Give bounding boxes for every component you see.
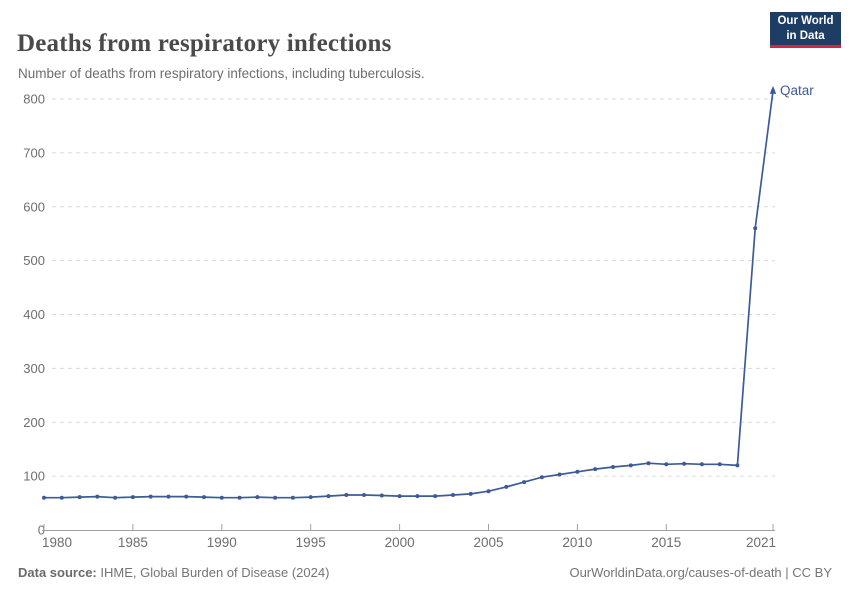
data-point-qatar-1980[interactable] <box>42 495 46 500</box>
data-point-qatar-2005[interactable] <box>486 489 491 494</box>
data-point-qatar-1995[interactable] <box>308 495 313 500</box>
data-point-qatar-1998[interactable] <box>362 493 366 497</box>
data-line-qatar[interactable] <box>44 90 774 499</box>
y-tick-label-300: 300 <box>23 361 45 376</box>
y-tick-label-800: 800 <box>23 92 45 107</box>
data-point-qatar-1991[interactable] <box>237 495 242 500</box>
data-point-qatar-1985[interactable] <box>130 495 135 500</box>
y-tick-label-0: 0 <box>38 523 45 538</box>
data-point-qatar-1997[interactable] <box>344 493 349 497</box>
x-tick-label-2005: 2005 <box>473 535 503 550</box>
x-tick-label-2015: 2015 <box>651 535 681 550</box>
data-point-qatar-2015[interactable] <box>664 462 669 467</box>
data-point-qatar-1992[interactable] <box>255 495 260 500</box>
owid-logo-line1: Our World <box>777 15 834 28</box>
x-tick-label-1995: 1995 <box>296 535 326 550</box>
data-source-note: Data source: IHME, Global Burden of Dise… <box>18 565 329 580</box>
data-point-qatar-2013[interactable] <box>628 463 633 468</box>
x-tick-label-2000: 2000 <box>385 535 415 550</box>
data-point-qatar-2003[interactable] <box>451 493 455 497</box>
y-tick-label-100: 100 <box>23 469 45 484</box>
page-subtitle: Number of deaths from respiratory infect… <box>18 65 425 81</box>
y-tick-label-400: 400 <box>23 307 45 322</box>
data-point-qatar-2019[interactable] <box>735 463 740 468</box>
data-point-qatar-2020[interactable] <box>753 226 758 231</box>
x-tick-label-1990: 1990 <box>207 535 237 550</box>
data-point-qatar-1988[interactable] <box>184 494 189 499</box>
data-point-qatar-2009[interactable] <box>557 472 562 477</box>
x-tick-label-1985: 1985 <box>118 535 148 550</box>
x-tick-label-2010: 2010 <box>562 535 592 550</box>
data-point-qatar-1984[interactable] <box>113 495 118 500</box>
data-point-qatar-2014[interactable] <box>646 461 651 466</box>
owid-logo: Our World in Data <box>770 12 841 48</box>
y-tick-label-700: 700 <box>23 145 45 160</box>
y-tick-label-600: 600 <box>23 199 45 214</box>
data-point-qatar-2012[interactable] <box>611 465 615 469</box>
data-point-qatar-2017[interactable] <box>699 462 704 467</box>
data-point-qatar-1994[interactable] <box>290 495 295 500</box>
data-point-qatar-2007[interactable] <box>522 480 527 485</box>
data-point-qatar-1982[interactable] <box>77 495 82 500</box>
data-point-qatar-1987[interactable] <box>166 494 171 499</box>
data-point-qatar-2006[interactable] <box>504 484 509 489</box>
data-point-qatar-2011[interactable] <box>593 467 598 472</box>
data-point-qatar-2018[interactable] <box>717 462 722 467</box>
x-tick-label-1980: 1980 <box>42 535 72 550</box>
data-point-qatar-2010[interactable] <box>575 469 580 474</box>
data-point-qatar-2002[interactable] <box>433 494 438 499</box>
data-point-qatar-2004[interactable] <box>468 491 473 496</box>
data-point-qatar-1996[interactable] <box>326 494 331 499</box>
data-point-qatar-1990[interactable] <box>219 495 224 500</box>
data-point-qatar-1999[interactable] <box>379 493 384 498</box>
page-title: Deaths from respiratory infections <box>17 29 392 57</box>
data-point-qatar-1981[interactable] <box>59 495 64 500</box>
data-point-qatar-2000[interactable] <box>397 494 402 499</box>
data-point-qatar-1986[interactable] <box>148 494 153 499</box>
data-point-qatar-1989[interactable] <box>202 495 206 500</box>
line-end-marker <box>769 85 777 94</box>
owid-logo-line2: in Data <box>786 29 825 42</box>
x-tick-label-2021: 2021 <box>746 535 776 550</box>
data-point-qatar-1983[interactable] <box>95 494 100 499</box>
data-point-qatar-2001[interactable] <box>415 494 420 499</box>
entity-label-qatar: Qatar <box>780 83 814 98</box>
y-tick-label-200: 200 <box>23 415 45 430</box>
data-point-qatar-2016[interactable] <box>682 461 687 466</box>
license-note: OurWorldinData.org/causes-of-death | CC … <box>569 565 832 580</box>
data-source-value: IHME, Global Burden of Disease (2024) <box>96 565 330 580</box>
data-source-label: Data source: <box>18 565 97 580</box>
y-tick-label-500: 500 <box>23 253 45 268</box>
data-point-qatar-1993[interactable] <box>273 495 278 500</box>
data-point-qatar-2008[interactable] <box>539 475 544 480</box>
